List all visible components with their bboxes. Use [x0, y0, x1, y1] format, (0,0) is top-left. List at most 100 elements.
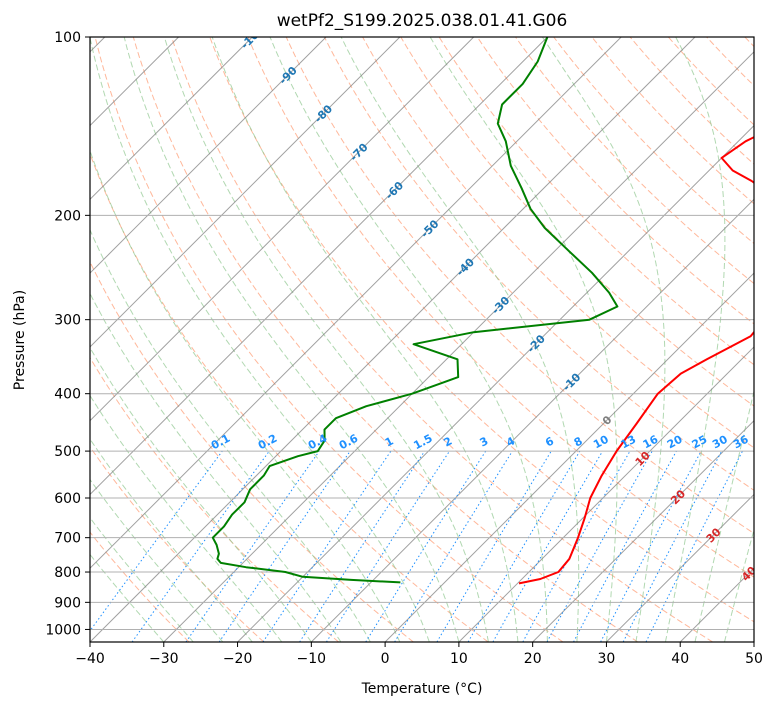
mixing-ratio-label: 1.5: [411, 432, 434, 453]
mixing-ratio-line: [546, 450, 653, 642]
mixing-ratio-label: 8: [572, 434, 585, 449]
mixing-ratio-line: [573, 450, 677, 642]
y-tick-label: 700: [54, 531, 81, 547]
y-tick-label: 300: [54, 313, 81, 329]
mixing-ratio-line: [394, 450, 513, 642]
isotherm-line: [90, 37, 475, 422]
mixing-ratio-line: [600, 450, 702, 642]
mixing-ratio-line: [436, 450, 552, 642]
sounding-lines: [211, 37, 754, 585]
isotherm-label: 30: [704, 525, 724, 545]
x-tick-label: 10: [450, 651, 468, 667]
dewpoint-line: [211, 37, 619, 584]
x-tick-label: −10: [297, 651, 327, 667]
mixing-ratio-label: 0.4: [306, 432, 330, 453]
dry-adiabat: [553, 37, 754, 245]
mixing-ratio-line: [467, 450, 581, 642]
mixing-ratio-label: 13: [619, 433, 639, 452]
isotherm-label: -60: [383, 179, 406, 202]
dry-adiabat: [90, 446, 265, 642]
moist-adiabat: [123, 37, 460, 642]
isotherm-label: 10: [633, 449, 653, 469]
mixing-ratio-label: 10: [591, 433, 611, 452]
moist-adiabat: [90, 438, 253, 642]
plot-frame: [89, 36, 755, 643]
isotherm-line: [90, 37, 696, 642]
moist-adiabat: [163, 37, 489, 642]
background-lines: [90, 37, 754, 642]
isotherm-line: [310, 198, 754, 642]
mixing-ratio-line: [185, 450, 320, 642]
mixing-ratio-line: [218, 450, 351, 642]
x-axis: −40 −30 −20 −10 0 10 20 30 40 50: [75, 642, 763, 667]
mixing-ratio-label: 1: [383, 434, 396, 449]
moist-adiabat: [724, 527, 754, 642]
dry-adiabat: [400, 37, 754, 407]
y-tick-label: 900: [54, 595, 81, 611]
moist-adiabat: [90, 292, 342, 642]
dry-adiabat: [285, 37, 754, 534]
dry-adiabat: [90, 531, 190, 642]
isotherm-line: [163, 51, 754, 642]
isotherm-label: 0: [600, 413, 615, 428]
x-tick-label: 50: [745, 651, 763, 667]
mixing-ratio-label: 36: [731, 433, 751, 452]
isotherm-line: [458, 346, 754, 642]
isotherm-label: -70: [347, 140, 370, 163]
y-axis: 100 200 300 400 500 600 700 800 900 1000: [45, 30, 90, 638]
moist-adiabat: [90, 394, 283, 642]
x-tick-label: 40: [671, 651, 689, 667]
isotherm-line: [532, 419, 754, 642]
mixing-ratio-label: 20: [665, 433, 685, 452]
dry-adiabat: [515, 37, 754, 285]
mixing-ratio-line: [262, 450, 392, 642]
mixing-ratio-label: 25: [690, 433, 710, 452]
x-axis-label: Temperature (°C): [361, 681, 483, 697]
isotherm-line: [753, 641, 754, 642]
dry-adiabat: [744, 37, 754, 48]
y-tick-label: 400: [54, 387, 81, 403]
mixing-ratio-label: 16: [641, 433, 661, 452]
mixing-ratio-line: [90, 450, 223, 632]
pressure-grid: [90, 37, 754, 630]
isotherm-line: [90, 37, 401, 348]
moist-adiabat: [90, 149, 401, 642]
y-tick-label: 1000: [45, 622, 81, 638]
dry-adiabat: [90, 152, 489, 642]
moist-adiabat: [90, 346, 312, 642]
mixing-ratio-line: [522, 450, 631, 642]
dry-adiabat: [90, 260, 414, 642]
moist-adiabat: [541, 37, 666, 642]
line-labels: -100-90-80-70-60-50-40-30-20-10010203040…: [209, 37, 754, 584]
dry-adiabat: [706, 37, 754, 87]
y-tick-label: 200: [54, 208, 81, 224]
isotherm-line: [90, 37, 548, 496]
moist-adiabat: [665, 37, 726, 642]
mixing-ratio-label: 0.1: [209, 432, 232, 453]
mixing-ratio-label: 6: [543, 434, 556, 449]
y-tick-label: 800: [54, 565, 81, 581]
y-tick-label: 600: [54, 491, 81, 507]
x-tick-label: 30: [597, 651, 615, 667]
dry-adiabat: [90, 356, 339, 642]
dry-adiabat: [132, 37, 639, 642]
dry-adiabat: [476, 37, 754, 325]
mixing-ratio-line: [365, 450, 487, 642]
mixing-ratio-line: [325, 450, 450, 642]
y-tick-label: 100: [54, 30, 81, 46]
mixing-ratio-line: [299, 450, 426, 642]
moist-adiabat: [90, 37, 430, 642]
moist-adiabat: [340, 37, 580, 642]
moist-adiabat: [429, 37, 618, 642]
dry-adiabat: [438, 37, 754, 366]
moist-adiabat: [90, 478, 224, 642]
isotherm-line: [384, 272, 754, 642]
x-tick-label: −30: [149, 651, 179, 667]
moist-adiabat: [90, 228, 371, 642]
chart-title: wetPf2_S199.2025.038.01.41.G06: [277, 11, 568, 31]
moist-adiabat: [90, 516, 194, 642]
mixing-ratio-line: [492, 450, 604, 642]
dry-adiabat: [629, 37, 754, 165]
isotherm-line: [606, 493, 754, 642]
x-tick-label: 0: [381, 651, 390, 667]
